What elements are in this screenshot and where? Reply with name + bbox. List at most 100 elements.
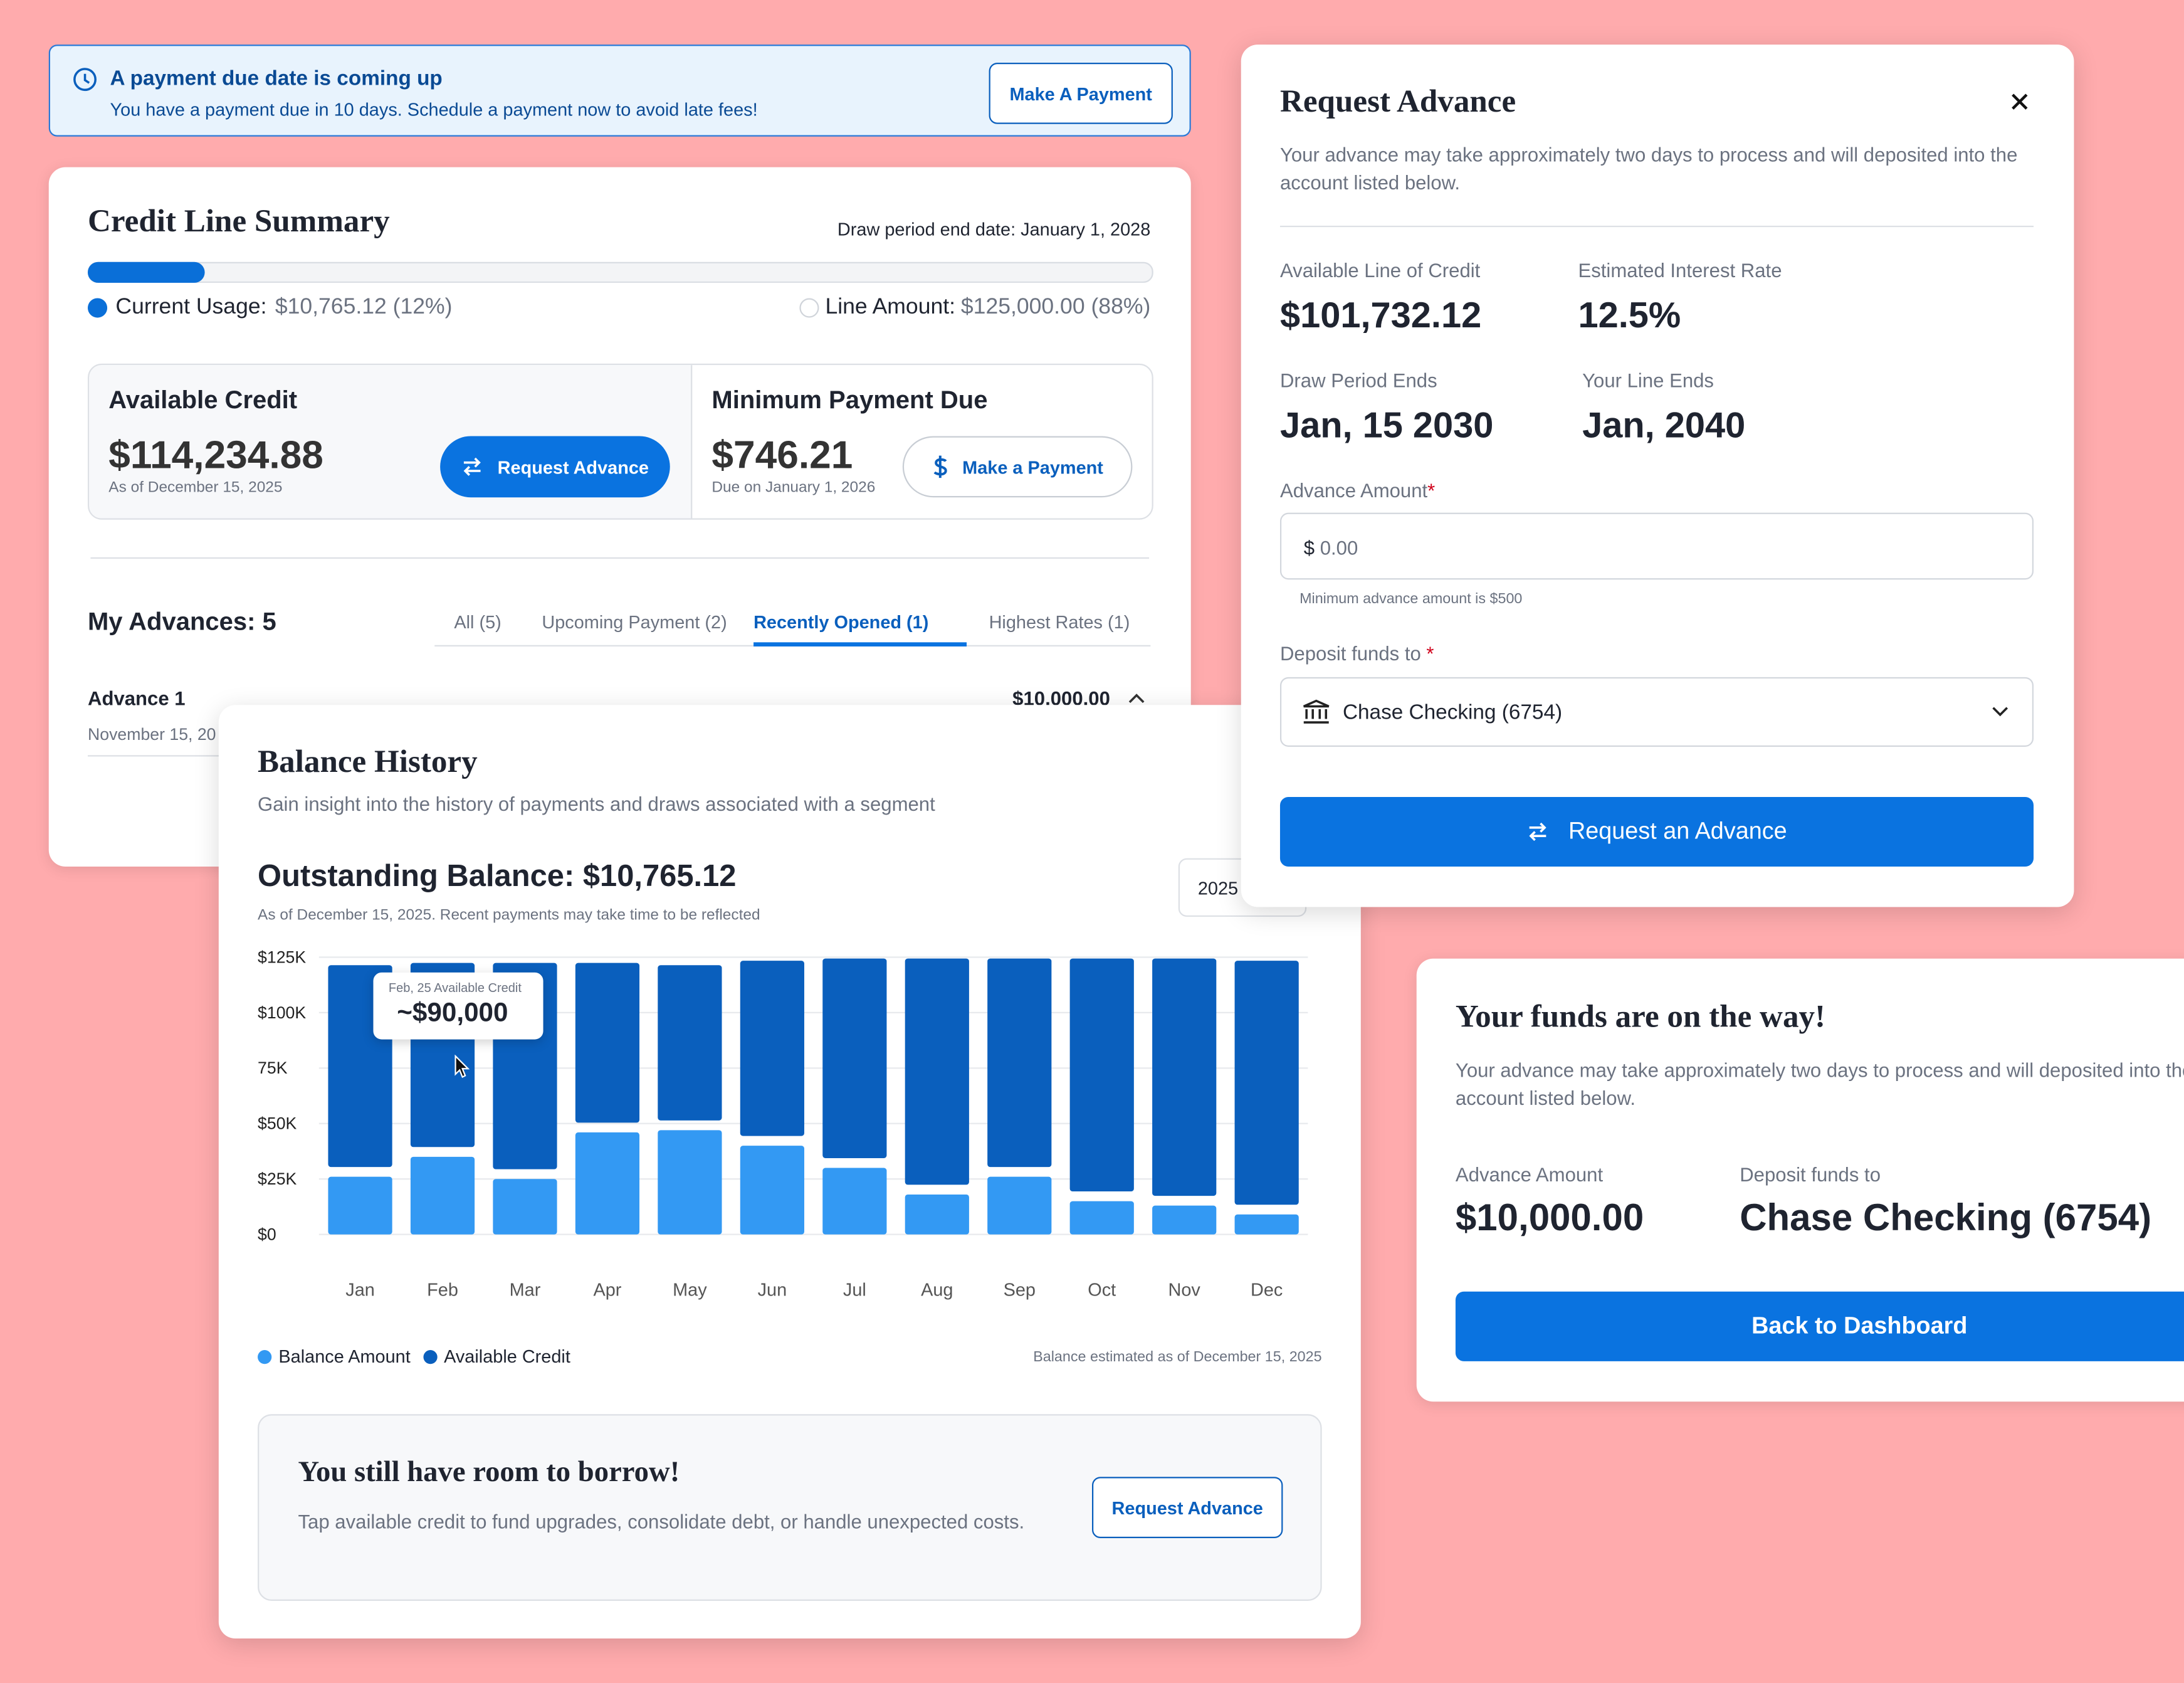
back-button[interactable]: Back to Dashboard — [1455, 1291, 2184, 1361]
currency: $ — [1303, 536, 1315, 559]
x-tick-label: Jul — [843, 1280, 866, 1300]
balance-card: Balance History Gain insight into the hi… — [218, 705, 1361, 1639]
balance-subtitle: Gain insight into the history of payment… — [258, 793, 935, 815]
field-label: Draw Period Ends — [1279, 369, 1437, 392]
funds-text: Your advance may take approximately two … — [1455, 1058, 2184, 1109]
required-mark: * — [1427, 479, 1436, 502]
balance-title: Balance History — [258, 744, 478, 779]
tabs: All (5) Upcoming Payment (2) Recently Op… — [434, 611, 1151, 646]
y-tick-label: $0 — [258, 1225, 276, 1244]
y-tick-label: $50K — [258, 1114, 297, 1133]
request-advance-button[interactable]: Request Advance — [1092, 1477, 1283, 1539]
alert-banner: A payment due date is coming up You have… — [48, 45, 1191, 137]
alert-title: A payment due date is coming up — [110, 66, 443, 91]
bar — [822, 958, 887, 1158]
available-title: Available Credit — [108, 386, 298, 414]
funds-title: Your funds are on the way! — [1455, 999, 1826, 1034]
bar — [905, 958, 969, 1185]
amount-label: Advance Amount — [1455, 1163, 1604, 1186]
button-label: Request an Advance — [1568, 818, 1787, 845]
cursor — [454, 1055, 470, 1079]
field-label: Estimated Interest Rate — [1578, 259, 1782, 282]
footnote: Balance estimated as of December 15, 202… — [1033, 1348, 1322, 1366]
amount-input[interactable]: $ 0.00 — [1279, 512, 2034, 580]
deposit-label: Deposit funds to — [1279, 642, 1421, 665]
bar — [740, 1146, 804, 1235]
swap-icon — [464, 457, 481, 476]
available-amount: $114,234.88 — [108, 433, 323, 477]
modal-description: Your advance may take approximately two … — [1279, 143, 2018, 194]
outstanding-balance: Outstanding Balance: $10,765.12 — [258, 858, 737, 894]
x-tick-label: Aug — [921, 1280, 953, 1300]
make-payment-button[interactable]: Make a Payment — [902, 436, 1133, 498]
line-label: Line Amount: — [825, 295, 956, 319]
tab-active[interactable]: Recently Opened (1) — [753, 611, 967, 646]
field-value: $101,732.12 — [1279, 293, 1482, 336]
bar — [493, 1179, 557, 1235]
summary-title: Credit Line Summary — [87, 203, 390, 238]
x-tick-label: Mar — [510, 1280, 541, 1300]
amount-label: Advance Amount — [1279, 479, 1428, 502]
bar — [1152, 1205, 1217, 1235]
advances-title: My Advances: 5 — [87, 607, 276, 636]
usage-value: $10,765.12 (12%) — [275, 295, 453, 319]
bar — [1234, 1214, 1299, 1235]
bar — [1069, 958, 1134, 1192]
x-tick-label: Dec — [1251, 1280, 1283, 1300]
balance-note: As of December 15, 2025. Recent payments… — [258, 907, 760, 924]
credit-box: Available Credit $114,234.88 As of Decem… — [87, 363, 1153, 520]
tab[interactable]: Highest Rates (1) — [989, 611, 1130, 633]
deposit-value: Chase Checking (6754) — [1342, 700, 1563, 725]
chevron-down — [1992, 707, 2008, 717]
dollar-icon — [933, 455, 947, 478]
modal-title: Request Advance — [1279, 83, 1516, 119]
row-divider — [87, 755, 255, 757]
request-advance-button[interactable]: Request Advance — [440, 436, 670, 498]
tab[interactable]: Upcoming Payment (2) — [542, 611, 727, 633]
legend-label: Available Credit — [444, 1346, 570, 1367]
deposit-select[interactable]: Chase Checking (6754) — [1279, 677, 2034, 747]
request-advance-submit[interactable]: Request an Advance — [1279, 796, 2034, 867]
x-tick-label: Jan — [345, 1280, 375, 1300]
amount-hint: Minimum advance amount is $500 — [1299, 591, 1523, 608]
advance-date: November 15, 20 — [87, 724, 216, 744]
promo-title: You still have room to borrow! — [298, 1454, 680, 1489]
button-label: Make a Payment — [962, 456, 1103, 478]
progress-track — [87, 261, 1153, 283]
usage-label: Current Usage: — [115, 295, 267, 319]
minimum-amount: $746.21 — [711, 433, 853, 477]
close-button[interactable] — [2011, 93, 2028, 110]
bar — [658, 965, 722, 1121]
funds-card: Your funds are on the way! Your advance … — [1416, 958, 2184, 1402]
button-label: Request Advance — [497, 456, 649, 478]
y-tick-label: $125K — [258, 947, 306, 966]
swap-icon — [1529, 822, 1546, 842]
x-tick-label: Jun — [758, 1280, 787, 1300]
bar — [822, 1168, 887, 1235]
y-tick-label: $100K — [258, 1003, 306, 1022]
make-payment-button[interactable]: Make A Payment — [989, 62, 1173, 124]
promo-box: You still have room to borrow! Tap avail… — [258, 1414, 1322, 1601]
bar — [987, 958, 1052, 1168]
line-dot — [800, 298, 820, 318]
advance-name: Advance 1 — [87, 687, 186, 709]
deposit-value: Chase Checking (6754) — [1740, 1196, 2152, 1239]
alert-message: You have a payment due in 10 days. Sched… — [110, 98, 758, 120]
divider — [90, 557, 1150, 559]
bar — [410, 1156, 475, 1235]
chevron-up[interactable] — [1127, 691, 1147, 705]
y-tick-label: $25K — [258, 1169, 297, 1188]
placeholder: 0.00 — [1320, 536, 1358, 559]
legend-label: Balance Amount — [278, 1346, 411, 1367]
y-tick-label: 75K — [258, 1058, 288, 1077]
field-label: Your Line Ends — [1582, 369, 1714, 392]
draw-period: Draw period end date: January 1, 2028 — [837, 218, 1151, 240]
chart: $0 $25K $50K 75K $100K $125K Jan Feb Mar Apr May Ju… — [258, 947, 1308, 1300]
x-tick-label: Sep — [1004, 1280, 1036, 1300]
clock-icon — [73, 68, 97, 92]
tab[interactable]: All (5) — [454, 611, 501, 633]
usage-row: Current Usage: $10,765.12 (12%) — [87, 295, 453, 320]
available-note: As of December 15, 2025 — [108, 479, 283, 497]
